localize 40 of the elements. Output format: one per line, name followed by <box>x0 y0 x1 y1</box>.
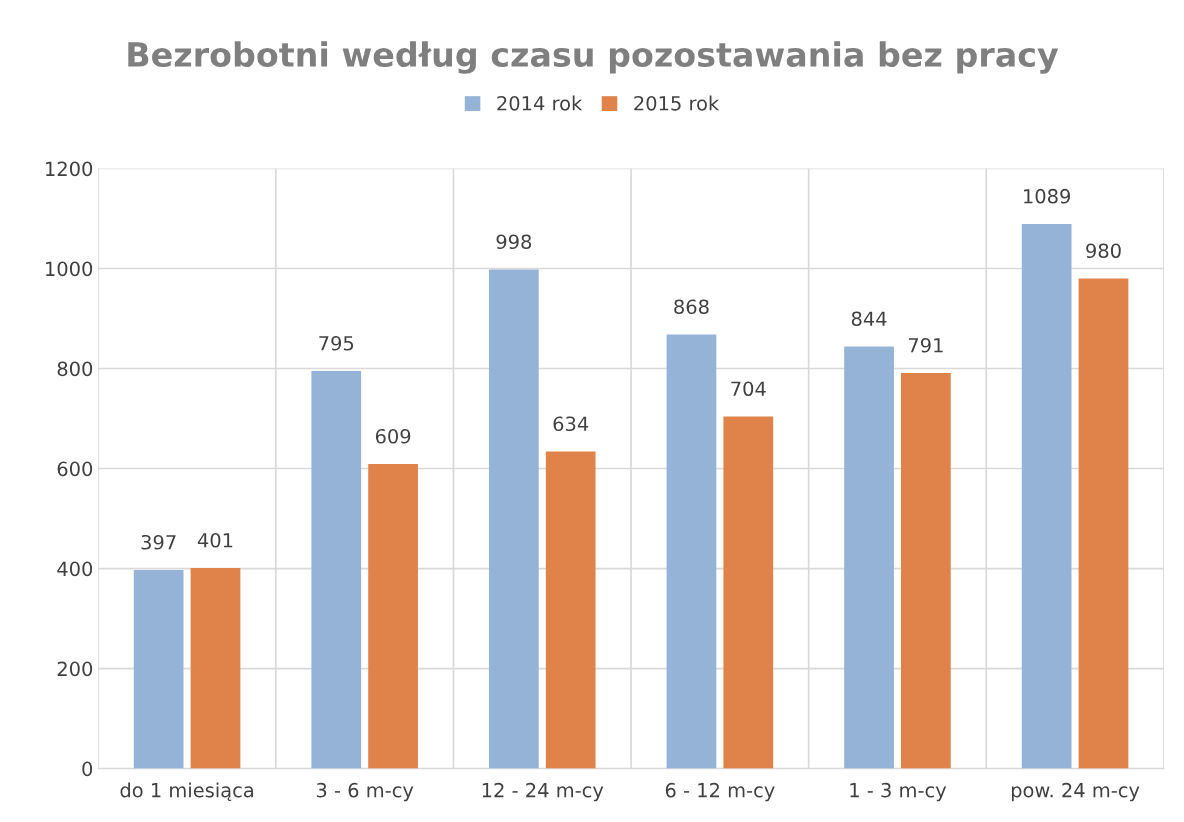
data-label: 609 <box>375 428 411 444</box>
data-label: 844 <box>851 311 887 327</box>
data-label: 980 <box>1086 243 1121 259</box>
data-label: 634 <box>553 416 589 432</box>
x-tick-label: pow. 24 m-cy <box>1011 782 1140 802</box>
y-tick-label: 0 <box>82 761 93 777</box>
y-tick-label: 1200 <box>46 161 93 177</box>
data-label: 791 <box>908 337 943 353</box>
legend-label: 2015 rok <box>634 95 720 111</box>
bar <box>311 371 362 769</box>
bar <box>133 570 184 769</box>
y-tick-label: 200 <box>57 661 93 677</box>
data-label: 1089 <box>1024 188 1071 204</box>
x-tick-label: 1 - 3 m-cy <box>850 782 947 802</box>
x-tick-label: 6 - 12 m-cy <box>665 782 775 802</box>
data-label: 795 <box>319 335 354 351</box>
bar <box>488 269 539 769</box>
data-label: 401 <box>197 532 233 548</box>
bar <box>844 346 894 769</box>
data-label: 704 <box>731 381 766 397</box>
x-tick-label: 3 - 6 m-cy <box>316 782 414 802</box>
bar <box>666 334 717 769</box>
data-label: 868 <box>674 299 709 315</box>
x-tick-label: 12 - 24 m-cy <box>482 782 604 802</box>
bar <box>901 373 951 769</box>
bar <box>545 451 596 769</box>
bar <box>368 464 418 769</box>
x-tick-label: do 1 miesiąca <box>120 782 253 801</box>
data-label: 397 <box>141 534 176 550</box>
legend-label: 2014 rok <box>497 95 583 111</box>
bar <box>1021 224 1072 769</box>
y-tick-label: 400 <box>57 561 93 577</box>
y-tick-label: 800 <box>57 361 93 377</box>
chart-title: Bezrobotni według czasu pozostawania bez pracy <box>128 41 1059 74</box>
bar <box>190 568 241 769</box>
y-tick-label: 600 <box>57 461 93 477</box>
y-tick-label: 1000 <box>46 261 93 277</box>
bar <box>1078 278 1129 769</box>
bar <box>723 416 774 769</box>
data-label: 998 <box>496 234 532 250</box>
